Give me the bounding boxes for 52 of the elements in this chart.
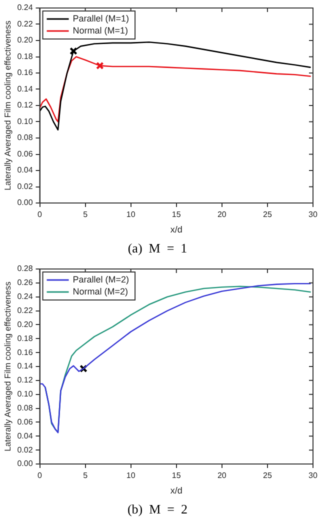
y-tick-label: 0.20: [17, 320, 34, 329]
y-tick-label: 0.22: [17, 306, 34, 315]
text: (a) M = 1: [128, 240, 188, 256]
y-tick-label: 0.20: [17, 36, 34, 45]
y-tick-label: 0.26: [17, 278, 34, 288]
y-tick-label: 0.04: [17, 431, 34, 440]
y-tick-label: 0.08: [17, 403, 34, 412]
x-tick-label: 20: [217, 471, 227, 480]
y-tick-label: 0.14: [17, 362, 34, 371]
x-tick-label: 25: [263, 210, 272, 220]
y-tick-label: 0.10: [17, 390, 34, 399]
y-tick-label: 0.18: [17, 52, 34, 61]
y-tick-label: 0.24: [17, 3, 34, 12]
y-tick-label: 0.06: [17, 417, 34, 426]
y-tick-label: 0.02: [17, 445, 34, 454]
x-tick-label: 20: [217, 210, 227, 220]
legend-label: Normal (M=2): [72, 286, 128, 296]
x-tick-label: 0: [38, 471, 43, 480]
legend-label: Normal (M=1): [72, 25, 128, 36]
legend-label: Parallel (M=2): [72, 274, 130, 284]
text: (b) M = 2: [127, 502, 188, 517]
x-tick-label: 15: [172, 210, 182, 220]
x-tick-label: 30: [308, 210, 318, 220]
y-axis-title: Laterally Averaged Film cooling effectiveness: [2, 282, 12, 452]
y-tick-label: 0.04: [17, 166, 34, 175]
y-tick-label: 0.14: [17, 84, 34, 94]
y-tick-label: 0.18: [17, 334, 34, 343]
x-tick-label: 25: [263, 471, 272, 480]
x-tick-label: 30: [308, 471, 318, 480]
y-tick-label: 0.02: [17, 182, 34, 191]
x-axis-title: x/d: [170, 485, 182, 496]
y-tick-label: 0.16: [17, 68, 34, 78]
x-tick-label: 10: [126, 471, 136, 480]
y-tick-label: 0.12: [17, 376, 34, 385]
y-tick-label: 0.00: [17, 198, 34, 208]
x-tick-label: 10: [126, 210, 136, 220]
y-tick-label: 0.12: [17, 100, 34, 110]
y-tick-label: 0.28: [17, 264, 34, 274]
y-tick-label: 0.10: [17, 116, 34, 126]
y-tick-label: 0.08: [17, 133, 34, 142]
x-tick-label: 15: [172, 471, 182, 480]
y-tick-label: 0.16: [17, 348, 34, 357]
x-tick-label: 5: [83, 210, 88, 220]
x-tick-label: 5: [83, 471, 88, 480]
y-tick-label: 0.00: [17, 459, 34, 468]
y-tick-label: 0.24: [17, 292, 34, 302]
x-axis-title: x/d: [170, 224, 182, 234]
y-tick-label: 0.22: [17, 19, 34, 28]
legend-label: Parallel (M=1): [72, 13, 130, 24]
x-tick-label: 0: [38, 210, 43, 220]
y-axis-title: Laterally Averaged Film cooling effectiveness: [2, 20, 12, 190]
y-tick-label: 0.06: [17, 149, 34, 158]
